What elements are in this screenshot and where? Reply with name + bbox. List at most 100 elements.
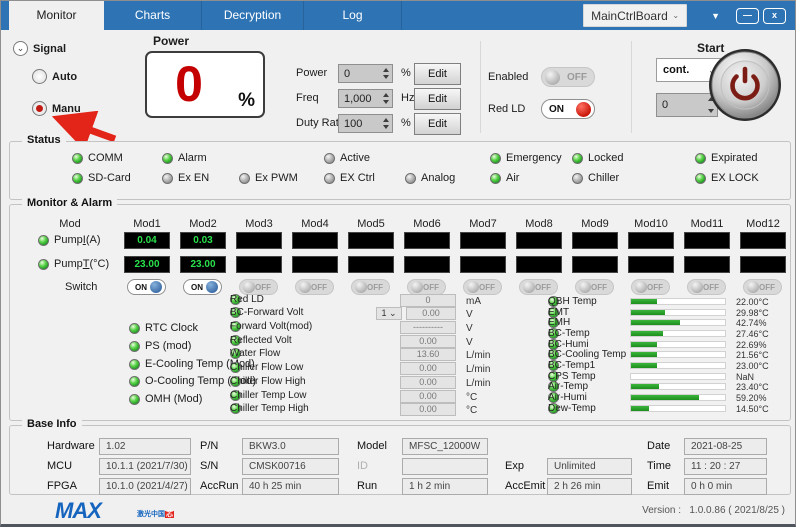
mod-col-header-9: Mod9	[581, 218, 609, 230]
pump_t-display-mod2: 23.00	[180, 256, 226, 273]
check-led-rtc-clock	[129, 322, 140, 334]
status-label: Ex EN	[178, 172, 210, 184]
mod-switch-3[interactable]: OFF	[239, 279, 278, 295]
readout-value-1: 0.00	[406, 307, 456, 320]
param-label-1: Freq	[296, 92, 319, 104]
edit-button-0[interactable]: Edit	[414, 63, 461, 85]
readout-led	[230, 376, 241, 387]
spinner-arrows[interactable]	[381, 116, 391, 131]
gauge-bar-fill	[631, 384, 660, 389]
readout-label: Chiller Flow High	[230, 376, 306, 387]
spin-down-icon	[383, 125, 389, 129]
dropdown-arrow-button[interactable]: ▼	[711, 10, 720, 21]
gauge-value-5: 21.56°C	[736, 350, 769, 360]
gauge-led	[548, 403, 559, 414]
radio-auto[interactable]: Auto	[32, 69, 77, 84]
mod-switch-8[interactable]: OFF	[519, 279, 558, 295]
status-label: Air	[506, 172, 520, 184]
power-display-title: Power	[153, 34, 190, 48]
tab-monitor[interactable]: Monitor	[9, 1, 104, 30]
readout-select-1[interactable]: 1 ⌄	[376, 307, 402, 320]
tab-log[interactable]: Log	[304, 1, 402, 30]
mod-switch-2[interactable]: ON	[183, 279, 222, 295]
check-led-ps-mod-	[129, 340, 140, 352]
mod-switch-12[interactable]: OFF	[743, 279, 782, 295]
mod-switch-6[interactable]: OFF	[407, 279, 446, 295]
status-item: SD-Card	[72, 172, 131, 184]
start-duration-field[interactable]: 0	[656, 93, 718, 117]
edit-button-2[interactable]: Edit	[414, 113, 461, 135]
close-button[interactable]: x	[763, 7, 786, 24]
start-title: Start	[697, 41, 725, 55]
mod-switch-9[interactable]: OFF	[575, 279, 614, 295]
toggle-knob	[411, 281, 423, 293]
radio-auto-label: Auto	[52, 70, 78, 83]
toggle-enabled[interactable]: OFF	[541, 67, 595, 87]
readout-unit-3: V	[466, 337, 473, 348]
base-field-hardware: 1.02	[99, 438, 191, 455]
spinner-arrows[interactable]	[381, 66, 391, 81]
param-label-0: Power	[296, 67, 328, 79]
spinner-arrows[interactable]	[381, 91, 391, 106]
version-text: Version : 1.0.0.86 ( 2021/8/25 )	[642, 505, 785, 516]
base-field-accrun: 40 h 25 min	[242, 478, 339, 495]
status-group: Status COMM Alarm Active Emergency Locked Exp…	[9, 134, 791, 200]
readout-value-4: 13.60	[400, 348, 456, 361]
base-label-emit: Emit	[647, 480, 669, 492]
minimize-button[interactable]: —	[736, 7, 759, 24]
mod-switch-1[interactable]: ON	[127, 279, 166, 295]
check-led-o-cooling-temp-mod-	[129, 375, 140, 387]
param-field-2[interactable]: 100	[338, 114, 393, 133]
gauge-value-3: 27.46°C	[736, 329, 769, 339]
radio-manu-circle[interactable]	[32, 101, 47, 116]
param-unit-2: %	[401, 117, 411, 129]
readout-led	[230, 294, 241, 305]
mod-col-header-1: Mod1	[133, 218, 161, 230]
gauge-bar-fill	[631, 299, 658, 304]
status-led-alarm	[162, 152, 173, 164]
board-select[interactable]: MainCtrlBoard ⌄	[583, 4, 688, 27]
pump_t-display-mod3	[236, 256, 282, 273]
gauge-bar-1	[630, 309, 726, 316]
mod-switch-10[interactable]: OFF	[631, 279, 670, 295]
titlebar-right: MainCtrlBoard ⌄ ▼ — x	[583, 1, 795, 30]
mod-switch-5[interactable]: OFF	[351, 279, 390, 295]
status-item: Ex PWM	[239, 172, 298, 184]
check-item: O-Cooling Temp (Mod)	[129, 375, 256, 387]
gauge-led	[548, 349, 559, 360]
base-label-exp: Exp	[505, 460, 524, 472]
pump_t-label: PumpT(°C)	[54, 258, 110, 270]
gauge-bar-fill	[631, 310, 665, 315]
readout-led	[230, 307, 241, 318]
toggle-state-label: OFF	[535, 282, 551, 292]
pump_t-display-mod5	[348, 256, 394, 273]
base-label-fpga: FPGA	[47, 480, 77, 492]
param-field-0[interactable]: 0	[338, 64, 393, 83]
gauge-item: QBH Temp	[548, 296, 597, 307]
power-display-value: 0	[175, 56, 203, 112]
laser-power-button[interactable]	[707, 47, 783, 123]
gauge-led	[548, 328, 559, 339]
edit-button-1[interactable]: Edit	[414, 88, 461, 110]
radio-auto-circle[interactable]	[32, 69, 47, 84]
spinner-arrows[interactable]	[706, 95, 716, 115]
readout-item: Chiller Temp Low	[230, 390, 307, 401]
tab-decryption[interactable]: Decryption	[202, 1, 304, 30]
mod-switch-4[interactable]: OFF	[295, 279, 334, 295]
collapse-chevron-icon[interactable]: ⌄	[13, 41, 28, 56]
status-label: SD-Card	[88, 172, 131, 184]
status-label: Alarm	[178, 152, 207, 164]
toggle-knob	[747, 281, 759, 293]
mod-switch-11[interactable]: OFF	[687, 279, 726, 295]
param-field-1[interactable]: 1,000	[338, 89, 393, 108]
gauge-item: Air-Temp	[548, 381, 588, 392]
version-label: Version :	[642, 505, 682, 516]
gauge-label: BC-Temp	[548, 328, 590, 339]
tab-charts[interactable]: Charts	[104, 1, 202, 30]
toggle-knob	[150, 281, 162, 293]
toggle-red-ld[interactable]: ON	[541, 99, 595, 119]
gauge-bar-fill	[631, 363, 658, 368]
max-logo-slogan: 激光中国芯	[137, 509, 174, 519]
mod-switch-7[interactable]: OFF	[463, 279, 502, 295]
toggle-state-label: OFF	[759, 282, 775, 292]
